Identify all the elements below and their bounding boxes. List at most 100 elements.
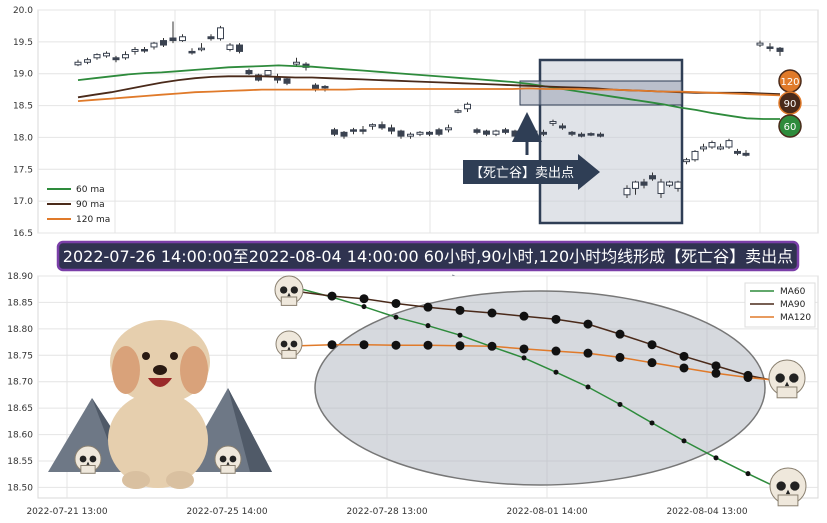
ma-point [359,294,369,304]
bottom-x-ticks: 2022-07-21 13:00 2022-07-25 14:00 2022-07-… [26,507,747,517]
badge-60: 60 [784,122,797,133]
ma-point [551,346,561,356]
candle [734,148,741,156]
ma-point [361,304,367,310]
badge-90: 90 [784,99,797,110]
bottom-x-tick-label: 2022-07-28 13:00 [346,507,427,517]
top-y-tick-label: 19.5 [13,38,33,48]
candle [756,40,764,47]
ma-line-MA60 [299,287,781,490]
candle [103,51,110,58]
sell-label: 【死亡谷】卖出点 [470,166,574,181]
skull-icon [74,445,102,474]
ma-line-60-ma [77,64,780,120]
ma-point [519,311,529,321]
bottom-legend: MA60 MA90 MA120 [744,282,816,328]
candle [84,57,91,65]
candle [683,157,690,165]
ma-point [425,323,431,329]
candle [640,178,648,189]
skull-icon [274,275,304,306]
ma-point [487,308,497,318]
candle [473,127,481,135]
legend-ma60: MA60 [780,287,806,297]
ma-point [713,455,719,461]
top-y-ticks: 20.0 19.5 19.0 18.5 18.0 17.5 17.0 16.5 [13,6,33,239]
ma-point [423,302,433,312]
skull-icon [768,359,806,399]
legend-90ma: 90 ma [76,200,105,210]
sell-arrow-shape [463,154,600,190]
candle [255,73,262,82]
candle [331,127,338,137]
bottom-y-tick-label: 18.55 [7,457,33,467]
legend-ma120: MA120 [780,313,811,323]
top-y-tick-label: 17.0 [13,197,33,207]
skull-decorations [74,275,807,507]
candle [112,55,120,63]
ma-point [457,332,463,338]
candle [597,132,604,138]
candle [776,46,784,56]
ma-point [649,420,655,426]
skull-icon [214,445,242,474]
candle [245,68,253,75]
ma-point [455,341,465,351]
candle [578,132,585,138]
ma-point [487,341,497,351]
skull-icon [275,330,303,359]
ma-point [455,305,465,315]
ma-point [647,358,657,368]
candle [340,131,348,139]
candle [369,123,376,130]
candle [559,123,566,130]
candle [283,76,291,86]
bottom-y-tick-label: 18.50 [7,483,33,493]
ma-point [551,314,561,324]
ma-point [745,471,751,477]
ma-point [519,344,529,354]
ma-point [647,340,657,350]
candle [378,121,386,130]
candle [141,46,148,53]
ma-point [327,291,337,301]
ma-point [585,384,591,390]
candle [511,129,519,138]
badge-120: 120 [780,77,799,88]
candle [766,43,774,52]
bottom-y-tick-label: 18.80 [7,325,33,335]
top-plot-area [37,9,819,234]
bottom-ma-lines [299,287,781,490]
candle [426,131,433,137]
top-y-tick-label: 18.5 [13,102,33,112]
candle [708,140,716,149]
candle [483,129,490,137]
sell-annotation: 【死亡谷】卖出点 [463,112,600,190]
candle [226,43,234,52]
ma-point [359,340,369,350]
candle [236,43,243,54]
candle [416,131,424,137]
candle [674,180,682,192]
death-valley-ellipse [314,290,766,486]
legend-ma90: MA90 [780,300,806,310]
ma-point [617,401,623,407]
ma-point [743,372,753,382]
top-ma-lines [77,64,781,120]
candle [131,46,139,55]
ma-line-MA90 [299,291,781,383]
top-grid [38,9,818,234]
candle [700,143,707,152]
ma-point [391,298,401,308]
candle [502,127,509,135]
legend-120ma: 120 ma [76,215,110,225]
candle [350,127,357,135]
candle [198,43,205,52]
candle [666,180,673,188]
ma-point [553,369,559,375]
ma-point [679,363,689,373]
top-y-tick-label: 16.5 [13,229,33,239]
candle [464,102,471,112]
candle [568,131,576,137]
candle [74,59,82,67]
